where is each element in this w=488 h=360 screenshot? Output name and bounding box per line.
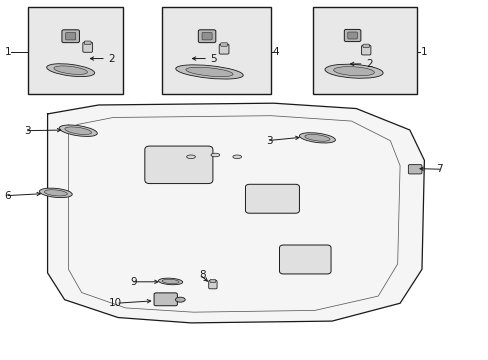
Ellipse shape (185, 67, 233, 77)
Ellipse shape (333, 67, 374, 76)
FancyBboxPatch shape (144, 146, 212, 184)
FancyBboxPatch shape (362, 44, 369, 48)
Ellipse shape (232, 155, 241, 158)
Ellipse shape (162, 279, 179, 284)
FancyBboxPatch shape (82, 42, 92, 52)
FancyBboxPatch shape (245, 184, 299, 213)
Text: 3: 3 (265, 136, 272, 146)
FancyBboxPatch shape (62, 30, 79, 42)
Text: 1: 1 (420, 47, 426, 57)
Ellipse shape (186, 155, 195, 158)
FancyBboxPatch shape (28, 7, 122, 94)
FancyBboxPatch shape (209, 279, 215, 283)
Ellipse shape (44, 190, 67, 196)
Ellipse shape (54, 66, 87, 75)
Polygon shape (47, 103, 424, 323)
FancyBboxPatch shape (198, 30, 215, 42)
FancyBboxPatch shape (202, 32, 212, 40)
FancyBboxPatch shape (407, 165, 421, 174)
FancyBboxPatch shape (84, 41, 91, 44)
Text: 7: 7 (436, 164, 442, 174)
FancyBboxPatch shape (208, 280, 217, 289)
Text: 2: 2 (108, 54, 115, 64)
Text: 8: 8 (199, 270, 205, 280)
Ellipse shape (175, 297, 185, 302)
Ellipse shape (175, 65, 243, 79)
Text: 5: 5 (210, 54, 217, 64)
FancyBboxPatch shape (65, 32, 76, 40)
Text: 9: 9 (130, 277, 136, 287)
Ellipse shape (65, 127, 91, 135)
FancyBboxPatch shape (154, 293, 177, 306)
Ellipse shape (46, 64, 95, 77)
FancyBboxPatch shape (361, 45, 370, 55)
Ellipse shape (299, 133, 335, 143)
FancyBboxPatch shape (347, 32, 357, 39)
FancyBboxPatch shape (344, 30, 360, 41)
Text: 6: 6 (4, 191, 11, 201)
Ellipse shape (325, 64, 382, 78)
Text: 1: 1 (5, 47, 12, 57)
Text: 3: 3 (24, 126, 30, 136)
Ellipse shape (210, 153, 219, 157)
FancyBboxPatch shape (220, 43, 227, 46)
FancyBboxPatch shape (219, 44, 228, 54)
Text: 2: 2 (366, 59, 372, 69)
FancyBboxPatch shape (312, 7, 416, 94)
Text: 4: 4 (272, 47, 279, 57)
Ellipse shape (304, 134, 329, 141)
Text: 10: 10 (109, 298, 122, 308)
FancyBboxPatch shape (162, 7, 271, 94)
Ellipse shape (59, 125, 97, 136)
Ellipse shape (158, 278, 183, 285)
Ellipse shape (40, 188, 72, 198)
FancyBboxPatch shape (279, 245, 330, 274)
